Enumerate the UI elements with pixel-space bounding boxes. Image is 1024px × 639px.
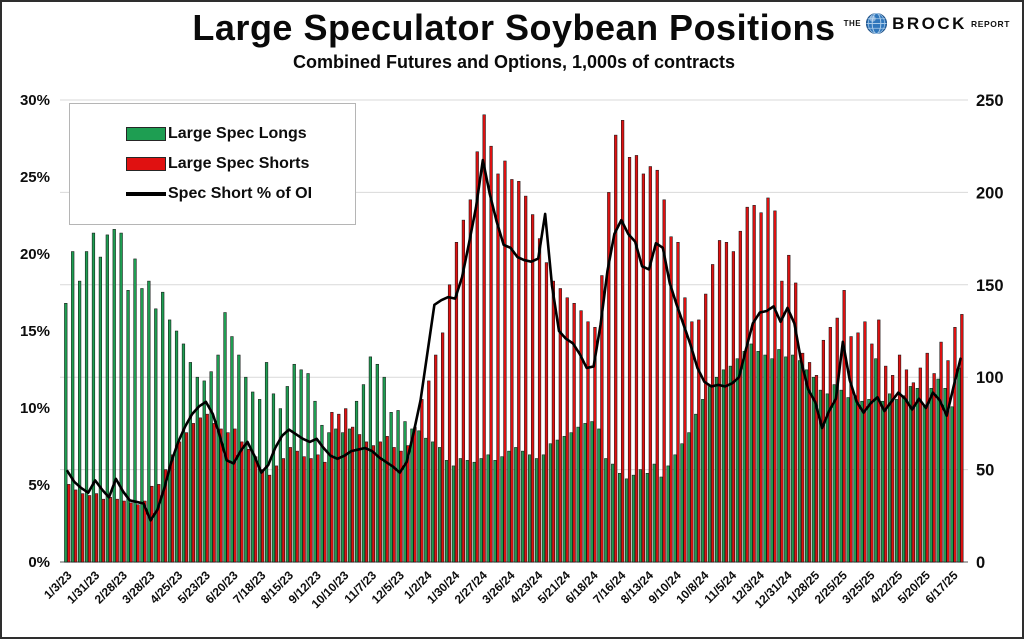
svg-text:0%: 0% — [28, 554, 50, 571]
legend-label-shorts: Large Spec Shorts — [168, 155, 310, 172]
svg-text:5%: 5% — [28, 477, 50, 494]
legend-item-shorts: Large Spec Shorts — [126, 151, 355, 177]
svg-text:20%: 20% — [20, 246, 50, 263]
y-axis-right-labels: 0 50 100 150 200 250 — [976, 92, 1004, 572]
legend-label-oi-line: Spec Short % of OI — [168, 185, 313, 202]
longs-bars — [64, 229, 961, 563]
legend-label-longs: Large Spec Longs — [168, 125, 307, 142]
svg-text:0: 0 — [976, 554, 985, 572]
svg-text:30%: 30% — [20, 92, 50, 109]
chart-legend: Large Spec Longs Large Spec Shorts Spec … — [69, 103, 356, 225]
shorts-swatch-icon — [126, 157, 166, 171]
svg-text:200: 200 — [976, 184, 1004, 202]
svg-text:25%: 25% — [20, 169, 50, 186]
x-axis-labels: 1/3/231/31/232/28/233/28/234/25/235/23/2… — [41, 568, 961, 611]
shorts-bars — [67, 114, 964, 563]
brock-report-logo: THE BROCK REPORT — [844, 12, 1010, 35]
svg-text:10%: 10% — [20, 400, 50, 417]
legend-item-longs: Large Spec Longs — [126, 121, 355, 147]
spec-short-pct-line — [66, 158, 962, 522]
longs-swatch-icon — [126, 127, 166, 141]
svg-text:150: 150 — [976, 277, 1004, 295]
globe-icon — [866, 12, 888, 35]
oi-line-swatch-icon — [126, 192, 166, 196]
y-axis-left-labels: 0% 5% 10% 15% 20% 25% 30% — [20, 92, 50, 571]
legend-item-oi-line: Spec Short % of OI — [126, 181, 355, 207]
logo-brock-text: BROCK — [892, 13, 967, 33]
logo-report-text: REPORT — [970, 18, 1010, 29]
svg-text:100: 100 — [976, 369, 1004, 387]
logo-the-text: THE — [843, 19, 862, 28]
svg-text:15%: 15% — [20, 323, 50, 340]
svg-text:250: 250 — [976, 92, 1004, 110]
svg-text:50: 50 — [976, 462, 994, 480]
